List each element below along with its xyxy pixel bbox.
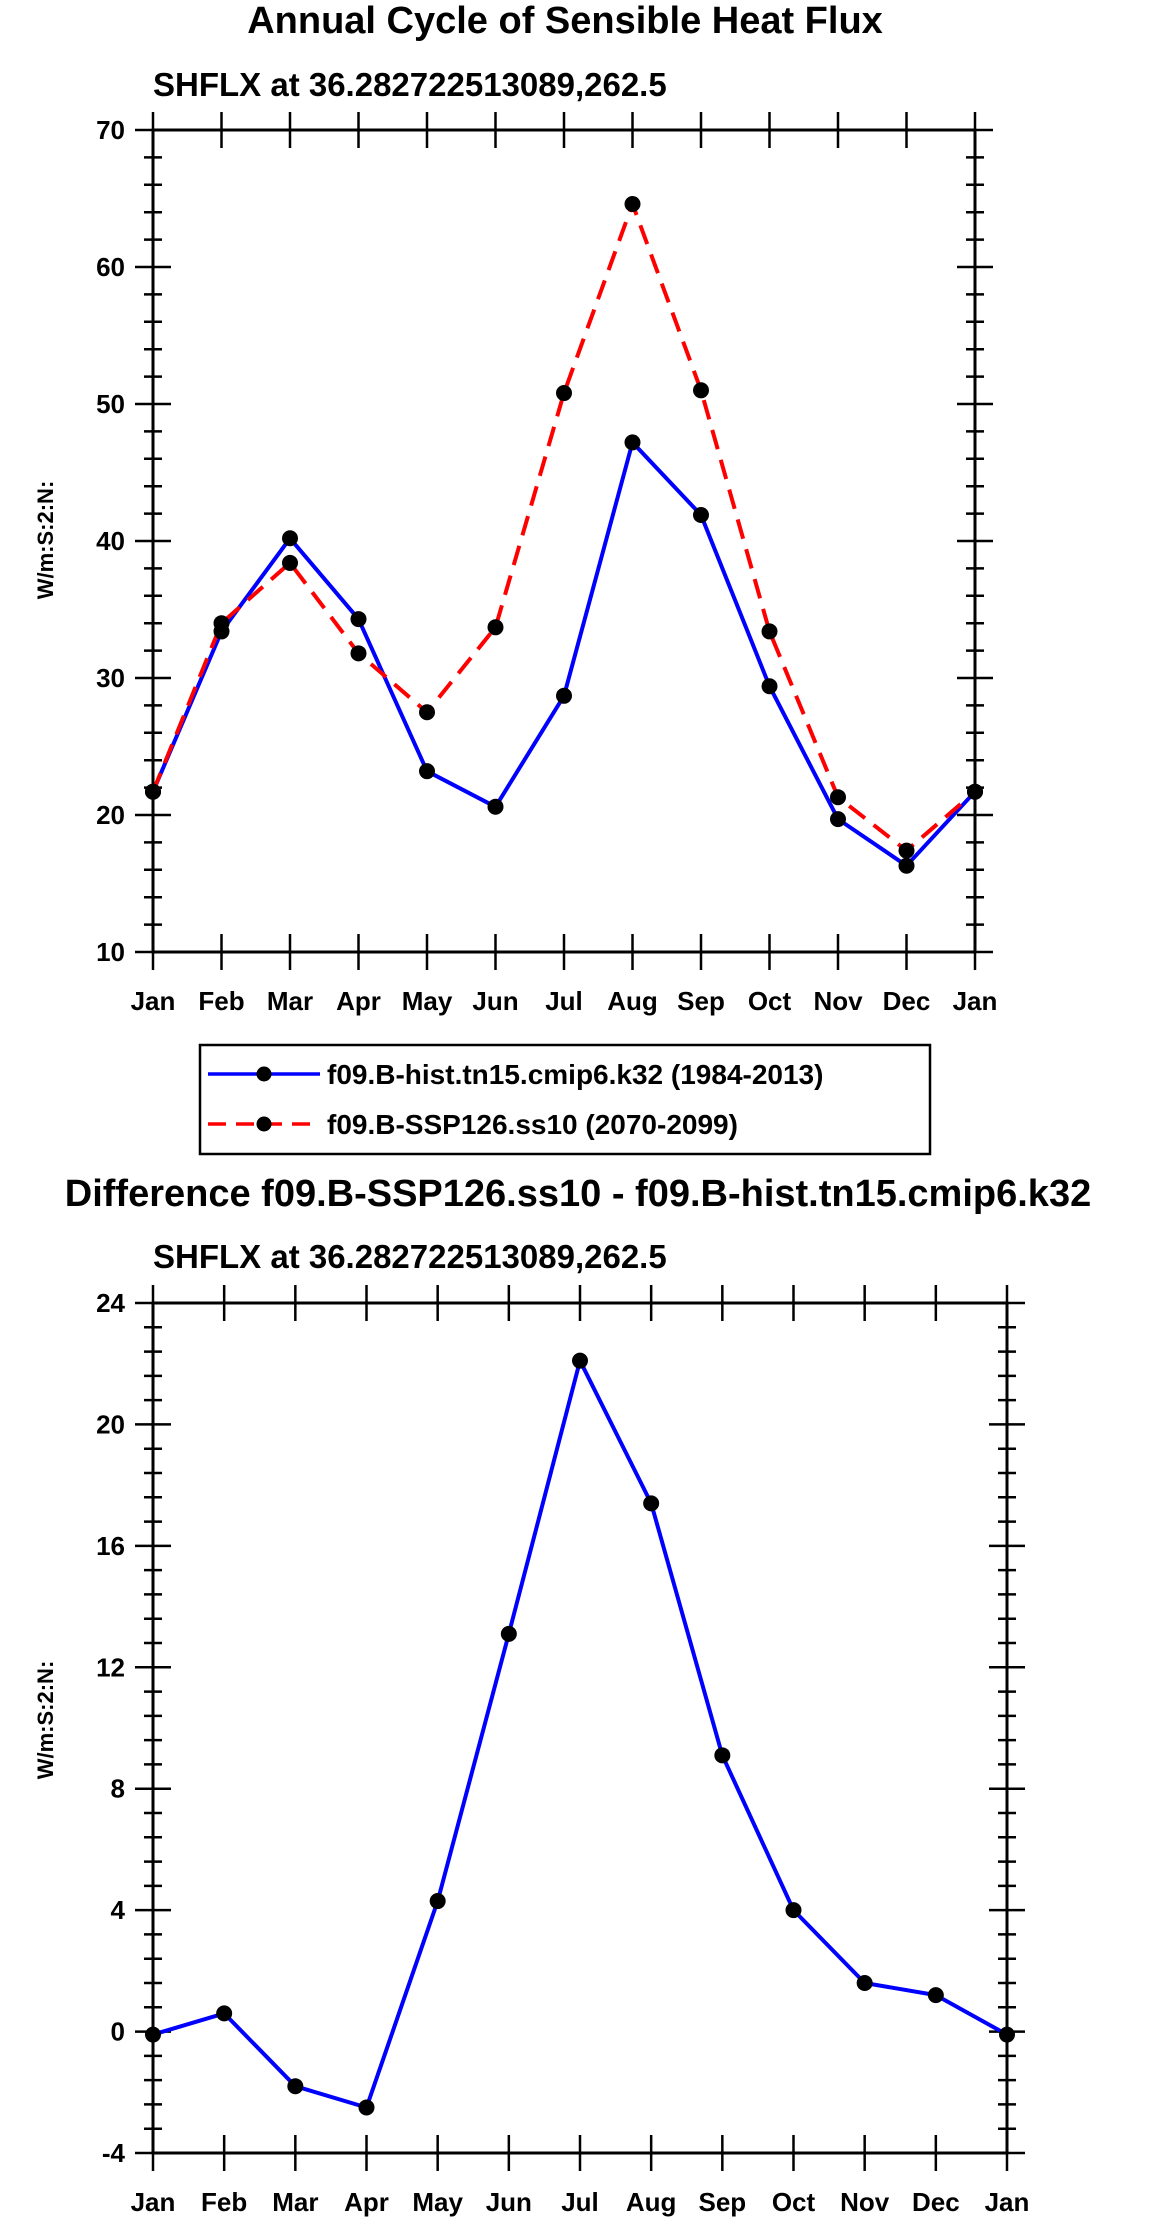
chart1-xtick-label: Aug [607,986,658,1016]
chart2-series-1-point [145,2026,161,2043]
chart1-series-2-point [967,783,983,800]
chart1-ytick-label: 70 [96,115,125,145]
chart2-series-1-point [500,1625,517,1642]
legend-label-ssp: f09.B-SSP126.ss10 (2070-2099) [327,1109,738,1140]
chart2-ytick-label: 16 [96,1531,125,1561]
chart2-ytick-label: 20 [96,1409,125,1439]
chart1-title: Annual Cycle of Sensible Heat Flux [247,0,883,42]
chart2-xtick-label: Jun [486,2187,532,2217]
chart1-ytick-label: 20 [96,800,125,830]
chart1-series-1-point [624,434,641,451]
chart1-series-2-point [282,554,298,571]
chart2-xtick-label: Apr [344,2187,389,2217]
chart2-series-1-point [643,1495,660,1512]
chart2-ytick-label: -4 [102,2138,126,2168]
chart2-series-1-point [216,2005,233,2022]
chart1-xtick-label: May [402,986,453,1016]
chart2-series-1-point [572,1352,588,1369]
chart2-plot-area [145,1352,1015,2116]
chart2-xtick-label: Feb [201,2187,247,2217]
chart1-xtick-label: Apr [336,986,381,1016]
chart2-xtick-label: Oct [772,2187,816,2217]
chart1-xtick-label: Feb [198,986,244,1016]
legend-label-hist: f09.B-hist.tn15.cmip6.k32 (1984-2013) [327,1059,823,1090]
legend-marker-hist [256,1066,272,1082]
chart2-series-1-point [999,2026,1015,2043]
chart2-xtick-label: Nov [840,2187,890,2217]
chart1-ytick-label: 40 [96,526,125,556]
chart1-legend: f09.B-hist.tn15.cmip6.k32 (1984-2013) f0… [198,1043,932,1156]
chart2-series-1-point [358,2099,375,2116]
chart1-series-1-point [419,763,435,780]
chart1-series-2-point [556,385,572,402]
chart1-ytick-label: 50 [96,389,125,419]
legend-marker-ssp [256,1116,272,1132]
chart2-xtick-label: Jan [131,2187,176,2217]
chart2-xtick-label: Sep [698,2187,746,2217]
chart1-series-2-point [419,704,435,721]
chart1-xtick-label: Jul [545,986,583,1016]
chart1-series-line-1 [151,440,977,868]
chart1-series-2-point [898,842,915,859]
chart2-series-1-point [714,1747,731,1764]
chart1-xtick-label: Oct [748,986,792,1016]
chart1-series-1-point [350,611,367,628]
chart1-ytick-label: 30 [96,663,125,693]
chart1-ylabel: W/m:S:2:N: [33,481,58,600]
chart2-series-line-1 [152,1358,1008,2110]
chart1-series-2-point [761,623,778,640]
chart1-xtick-label: Dec [883,986,931,1016]
chart2-subtitle: SHFLX at 36.282722513089,262.5 [153,1238,667,1275]
chart2-frame [151,1301,1009,2155]
chart1-series-line-2 [151,202,977,853]
chart2-xtick-label: Jan [985,2187,1030,2217]
chart2-ytick-label: 24 [96,1288,125,1318]
chart1-series-1-point [761,678,778,695]
chart1-axes: 10 20 30 40 50 60 70 Jan Feb Mar Apr May Jun Jul Aug Se… [96,112,997,1016]
chart2-series-1-point [287,2078,304,2095]
legend-box [198,1043,932,1156]
chart1-series-1-point [830,811,846,828]
chart1-xtick-label: Mar [267,986,313,1016]
chart2-axes: -4 0 4 8 12 16 20 24 Jan Feb Mar Apr May Jun Jul Aug Sep… [96,1285,1029,2217]
chart1-series-1-point [556,687,572,704]
chart1-subtitle: SHFLX at 36.282722513089,262.5 [153,66,667,103]
chart2-xtick-label: Dec [912,2187,960,2217]
chart1-series-1-point [487,798,504,815]
chart2-xtick-label: Jul [561,2187,599,2217]
chart1-series-2-point [693,382,709,399]
chart1-series-2-point [624,195,641,212]
chart2-xtick-label: May [412,2187,463,2217]
chart1-series-1-point [282,530,298,547]
chart1-series-2-point [487,619,504,636]
chart1-xtick-label: Jan [953,986,998,1016]
chart2-title: Difference f09.B-SSP126.ss10 - f09.B-his… [65,1173,1091,1215]
chart2-ytick-label: 12 [96,1652,125,1682]
chart2-ytick-label: 0 [111,2017,125,2047]
chart2-xtick-label: Mar [272,2187,318,2217]
chart1-ytick-label: 60 [96,252,125,282]
chart1-series-1-point [693,506,709,523]
chart1-series-2-point [830,789,846,806]
chart2-series-1-point [927,1987,944,2004]
chart2-ylabel: W/m:S:2:N: [33,1661,58,1780]
chart1-ytick-label: 10 [96,937,125,967]
chart1-series-2-point [350,645,367,662]
chart2-series-1-point [429,1893,446,1910]
chart1-series-2-point [145,783,161,800]
chart2-xtick-label: Aug [626,2187,677,2217]
chart1-xtick-label: Jan [131,986,176,1016]
chart1-xtick-label: Nov [813,986,863,1016]
chart2-series-1-point [785,1902,802,1919]
chart1-series-1-point [898,857,915,874]
chart2-series-1-point [856,1975,873,1991]
chart1-series-2-point [213,615,230,632]
chart2-ytick-label: 8 [111,1774,125,1804]
chart1-plot-area [145,195,983,874]
chart1-xtick-label: Jun [472,986,518,1016]
chart2-ytick-label: 4 [111,1895,126,1925]
chart1-xtick-label: Sep [677,986,725,1016]
